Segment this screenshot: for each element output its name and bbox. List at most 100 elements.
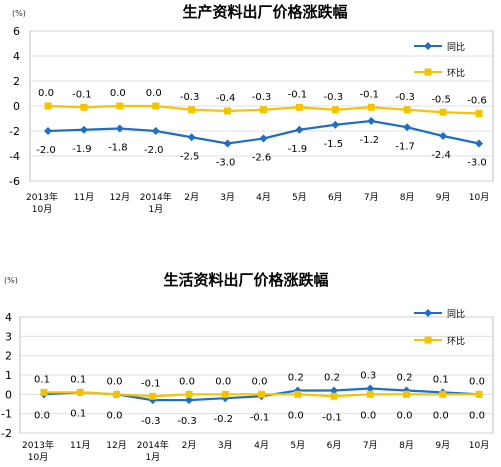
consumer-data-label-环比: 0.1 xyxy=(70,374,86,385)
producer-data-label-同比: -1.5 xyxy=(324,139,344,150)
consumer-y-tick-label: 3 xyxy=(5,330,12,343)
consumer-data-label-环比: 0.0 xyxy=(433,410,449,421)
producer-point-同比 xyxy=(115,124,124,133)
producer-legend-label-环比: 环比 xyxy=(447,67,465,79)
consumer-legend-label-环比: 环比 xyxy=(447,335,465,347)
producer-data-label-环比: -0.1 xyxy=(288,89,308,100)
producer-point-环比 xyxy=(188,106,196,114)
producer-data-label-同比: -1.2 xyxy=(359,135,379,146)
consumer-data-label-环比: 0.0 xyxy=(360,410,376,421)
consumer-point-环比 xyxy=(366,390,374,398)
consumer-data-label-环比: 0.0 xyxy=(288,410,304,421)
consumer-x-tick-label: 3月 xyxy=(218,440,233,451)
producer-point-同比 xyxy=(331,120,340,129)
consumer-data-label-同比: 0.3 xyxy=(360,371,376,382)
producer-chart-title: 生产资料出厂价格涨跌幅 xyxy=(182,3,347,21)
producer-y-tick-label: -6 xyxy=(9,175,20,188)
consumer-x-tick-label: 11月 xyxy=(70,440,90,451)
producer-point-环比 xyxy=(475,110,483,117)
producer-data-label-同比: -1.9 xyxy=(72,144,92,155)
consumer-point-同比 xyxy=(366,384,375,393)
producer-point-环比 xyxy=(116,102,124,110)
producer-point-同比 xyxy=(403,123,412,132)
consumer-y-tick-label: 0 xyxy=(5,388,12,401)
consumer-point-环比 xyxy=(149,392,157,400)
consumer-x-tick-label: 4月 xyxy=(254,440,269,451)
consumer-data-label-环比: -0.1 xyxy=(141,378,161,389)
consumer-x-tick-label: 12月 xyxy=(106,440,126,451)
consumer-x-tick-label: 9月 xyxy=(435,440,450,451)
consumer-data-label-环比: -0.1 xyxy=(322,412,342,423)
consumer-y-tick-label: 4 xyxy=(5,311,12,324)
producer-x-tick-label: 8月 xyxy=(400,192,415,203)
producer-x-tick-label: 6月 xyxy=(328,192,343,203)
producer-point-同比 xyxy=(439,132,448,140)
producer-point-同比 xyxy=(44,127,52,135)
consumer-legend-marker-环比 xyxy=(424,336,432,344)
consumer-y-tick-label: 2 xyxy=(5,350,12,363)
consumer-x-tick-label: 6月 xyxy=(327,440,342,451)
consumer-data-label-环比: 0.0 xyxy=(215,376,231,387)
consumer-data-label-同比: -0.2 xyxy=(213,414,233,425)
producer-point-环比 xyxy=(44,102,52,110)
producer-point-环比 xyxy=(367,103,375,111)
consumer-x-tick-label: 10月 xyxy=(28,452,48,463)
consumer-data-label-环比: 0.1 xyxy=(34,374,50,385)
consumer-data-label-环比: 0.0 xyxy=(397,410,413,421)
consumer-point-同比 xyxy=(293,386,302,395)
consumer-data-label-同比: 0.0 xyxy=(469,410,485,421)
consumer-point-环比 xyxy=(185,390,193,398)
consumer-point-同比 xyxy=(402,386,411,395)
producer-legend-marker-环比 xyxy=(424,68,432,76)
producer-data-label-同比: -1.8 xyxy=(108,143,128,154)
producer-data-label-环比: -0.1 xyxy=(359,89,379,100)
consumer-data-label-同比: 0.1 xyxy=(433,374,449,385)
producer-x-tick-label: 9月 xyxy=(436,192,451,203)
consumer-x-tick-label: 10月 xyxy=(469,440,489,451)
producer-point-同比 xyxy=(151,127,160,135)
producer-point-环比 xyxy=(152,102,160,110)
producer-point-同比 xyxy=(223,139,232,148)
consumer-x-tick-label: 8月 xyxy=(399,440,414,451)
producer-data-label-同比: -1.7 xyxy=(395,141,415,152)
producer-data-label-环比: -0.3 xyxy=(395,92,415,103)
producer-x-tick-label: 7月 xyxy=(364,192,379,203)
producer-data-label-环比: -0.3 xyxy=(252,92,272,103)
producer-point-同比 xyxy=(187,133,196,142)
producer-point-同比 xyxy=(475,139,483,148)
consumer-data-label-同比: 0.0 xyxy=(34,410,50,421)
consumer-point-同比 xyxy=(330,386,338,395)
consumer-point-环比 xyxy=(330,392,338,400)
producer-data-label-同比: -1.9 xyxy=(288,144,308,155)
producer-data-label-同比: -2.4 xyxy=(431,150,451,161)
producer-data-label-环比: 0.0 xyxy=(146,88,162,99)
consumer-data-label-环比: 0.0 xyxy=(469,376,485,387)
consumer-data-label-同比: -0.1 xyxy=(250,412,270,423)
consumer-x-tick-label: 7月 xyxy=(363,440,378,451)
consumer-legend-label-同比: 同比 xyxy=(447,308,465,320)
producer-data-label-环比: -0.3 xyxy=(324,92,344,103)
producer-point-同比 xyxy=(79,125,88,134)
consumer-data-label-同比: 0.2 xyxy=(288,372,304,383)
producer-data-label-同比: -2.0 xyxy=(36,145,56,156)
consumer-point-环比 xyxy=(258,390,265,398)
producer-point-环比 xyxy=(439,108,447,116)
consumer-chart-title: 生活资料出厂价格涨跌幅 xyxy=(163,271,328,289)
consumer-x-tick-label: 1月 xyxy=(145,452,160,463)
producer-y-tick-label: 2 xyxy=(13,75,20,88)
producer-data-label-环比: 0.0 xyxy=(110,88,126,99)
consumer-point-环比 xyxy=(113,390,120,398)
producer-x-tick-label: 10月 xyxy=(32,204,52,215)
producer-x-tick-label: 10月 xyxy=(469,192,489,203)
producer-data-label-同比: -2.0 xyxy=(144,145,164,156)
producer-data-label-环比: -0.1 xyxy=(72,89,92,100)
producer-y-tick-label: 4 xyxy=(13,50,20,63)
consumer-point-环比 xyxy=(475,390,483,398)
producer-data-label-环比: -0.5 xyxy=(431,94,451,105)
producer-data-label-同比: -2.6 xyxy=(252,153,272,164)
consumer-x-tick-label: 2013年 xyxy=(22,439,54,451)
consumer-x-tick-label: 2月 xyxy=(182,440,197,451)
producer-point-同比 xyxy=(259,134,268,143)
